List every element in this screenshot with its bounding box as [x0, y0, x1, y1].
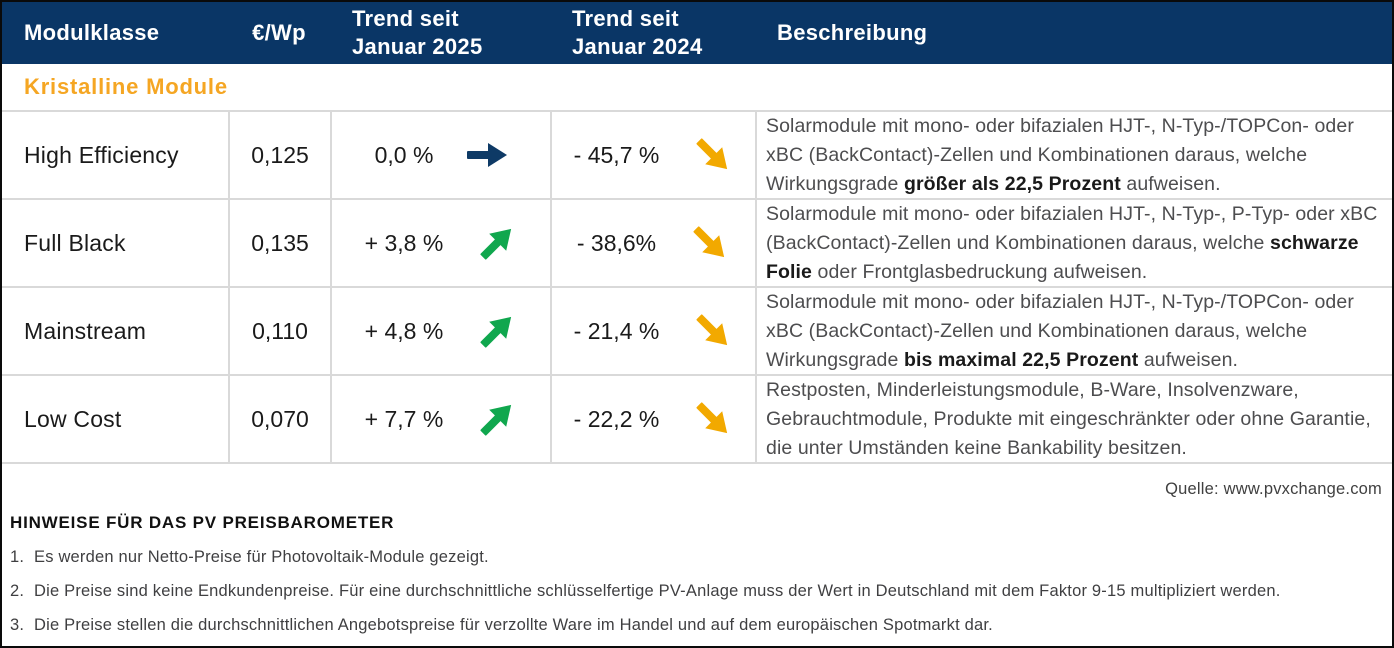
module-description: Solarmodule mit mono- oder bifazialen HJ… — [755, 200, 1392, 286]
trend-arrow-icon — [473, 306, 522, 355]
trend-arrow-icon — [473, 218, 522, 267]
trend-2024-cell: - 21,4 % — [550, 288, 755, 374]
trend-2025-value: 0,0 % — [374, 141, 434, 168]
header-trend-2025: Trend seit Januar 2025 — [330, 5, 550, 61]
trend-arrow-icon — [473, 394, 522, 443]
note-number: 3. — [10, 616, 25, 634]
trend-2024-cell: - 22,2 % — [550, 376, 755, 462]
header-price: €/Wp — [228, 19, 330, 47]
header-label: €/Wp — [252, 20, 306, 45]
section-row: Kristalline Module — [2, 64, 1392, 110]
table-row: Full Black 0,135 + 3,8 % - 38,6% Solarmo… — [2, 198, 1392, 286]
header-label-line2: Januar 2024 — [572, 34, 703, 59]
module-name: Mainstream — [24, 317, 147, 344]
module-description: Solarmodule mit mono- oder bifazialen HJ… — [755, 288, 1392, 374]
notes-section: HINWEISE FÜR DAS PV PREISBAROMETER 1. Es… — [2, 499, 1392, 635]
table-row: Low Cost 0,070 + 7,7 % - 22,2 % Restpost… — [2, 374, 1392, 462]
note-number: 1. — [10, 548, 25, 566]
trend-2025-value: + 4,8 % — [364, 317, 444, 344]
notes-title: HINWEISE FÜR DAS PV PREISBAROMETER — [10, 513, 395, 532]
description-text: Restposten, Minderleistungsmodule, B-War… — [766, 378, 1371, 459]
trend-2025-value: + 3,8 % — [364, 229, 444, 256]
price-value: 0,125 — [228, 112, 330, 198]
header-modulklasse: Modulklasse — [2, 19, 228, 47]
description-text: aufweisen. — [1138, 348, 1239, 371]
trend-2025-cell: + 3,8 % — [330, 200, 550, 286]
trend-2024-value: - 45,7 % — [573, 141, 660, 168]
trend-2025-cell: 0,0 % — [330, 112, 550, 198]
module-name: Full Black — [24, 229, 126, 256]
trend-2024-cell: - 45,7 % — [550, 112, 755, 198]
note-item: 2. Die Preise sind keine Endkundenpreise… — [10, 582, 1384, 601]
price-value: 0,135 — [228, 200, 330, 286]
note-item: 1. Es werden nur Netto-Preise für Photov… — [10, 548, 1384, 567]
trend-2025-cell: + 7,7 % — [330, 376, 550, 462]
table-body: High Efficiency 0,125 0,0 % - 45,7 % Sol… — [2, 110, 1392, 464]
trend-2024-cell: - 38,6% — [550, 200, 755, 286]
module-name: High Efficiency — [24, 141, 179, 168]
description-bold: größer als 22,5 Prozent — [903, 172, 1121, 195]
price-value: 0,070 — [228, 376, 330, 462]
header-label-line2: Januar 2025 — [352, 34, 483, 59]
description-bold: schwarze Folie — [766, 231, 1359, 283]
source-attribution: Quelle: www.pvxchange.com — [1165, 480, 1382, 498]
trend-arrow-icon — [689, 306, 738, 355]
note-number: 2. — [10, 582, 25, 600]
description-text: Solarmodule mit mono- oder bifazialen HJ… — [766, 114, 1354, 195]
trend-arrow-icon — [689, 394, 738, 443]
trend-arrow-icon — [689, 130, 738, 179]
note-text: Die Preise sind keine Endkundenpreise. F… — [34, 582, 1281, 600]
header-beschreibung: Beschreibung — [755, 19, 1392, 47]
trend-arrow-icon — [685, 218, 734, 267]
trend-2025-value: + 7,7 % — [364, 405, 444, 432]
trend-2024-value: - 22,2 % — [573, 405, 660, 432]
header-label: Trend seit — [352, 6, 459, 31]
price-value: 0,110 — [228, 288, 330, 374]
trend-2024-value: - 21,4 % — [573, 317, 660, 344]
header-trend-2024: Trend seit Januar 2024 — [550, 5, 755, 61]
trend-2025-cell: + 4,8 % — [330, 288, 550, 374]
header-label: Beschreibung — [777, 20, 928, 45]
module-description: Solarmodule mit mono- oder bifazialen HJ… — [755, 112, 1392, 198]
description-text: oder Frontglasbedruckung aufweisen. — [812, 260, 1148, 283]
header-label: Modulklasse — [24, 20, 160, 45]
module-name: Low Cost — [24, 405, 122, 432]
note-text: Es werden nur Netto-Preise für Photovolt… — [34, 548, 489, 566]
table-header-row: Modulklasse €/Wp Trend seit Januar 2025 … — [2, 2, 1392, 64]
description-text: Solarmodule mit mono- oder bifazialen HJ… — [766, 290, 1354, 371]
note-text: Die Preise stellen die durchschnittliche… — [34, 616, 993, 634]
table-row: High Efficiency 0,125 0,0 % - 45,7 % Sol… — [2, 110, 1392, 198]
trend-2024-value: - 38,6% — [576, 229, 657, 256]
header-label: Trend seit — [572, 6, 679, 31]
table-row: Mainstream 0,110 + 4,8 % - 21,4 % Solarm… — [2, 286, 1392, 374]
note-item: 3. Die Preise stellen die durchschnittli… — [10, 616, 1384, 635]
section-title: Kristalline Module — [24, 74, 228, 99]
trend-arrow-icon — [467, 140, 508, 170]
description-text: aufweisen. — [1120, 172, 1221, 195]
module-description: Restposten, Minderleistungsmodule, B-War… — [755, 376, 1392, 462]
description-bold: bis maximal 22,5 Prozent — [903, 348, 1139, 371]
description-text: Solarmodule mit mono- oder bifazialen HJ… — [766, 202, 1378, 254]
